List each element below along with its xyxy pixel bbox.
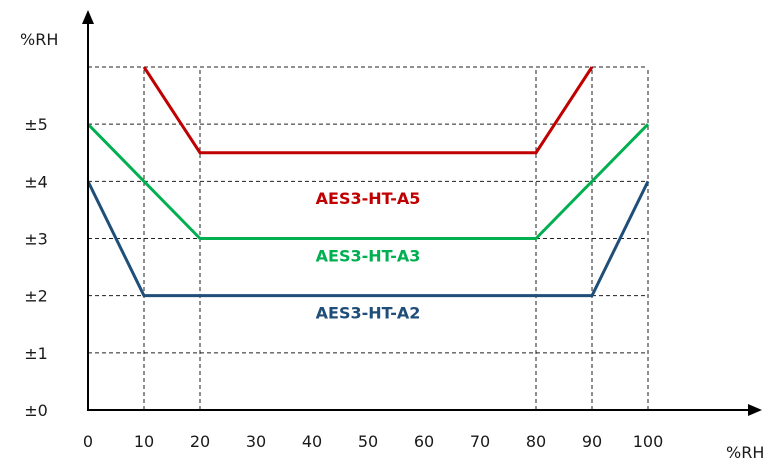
x-tick-label: 10 [134,432,154,451]
x-axis-arrow-icon [748,404,762,416]
series-labels: AES3-HT-A5 AES3-HT-A3 AES3-HT-A2 [316,189,421,322]
series-label-aes3-ht-a2: AES3-HT-A2 [316,304,421,323]
y-tick-label: ±4 [24,172,48,191]
x-tick-label: 100 [633,432,664,451]
axes [82,10,762,416]
x-axis-label: %RH [726,443,764,461]
y-tick-label: ±2 [24,287,48,306]
x-tick-label: 70 [470,432,490,451]
series-line-aes3-ht-a5 [142,66,594,155]
x-tick-label: 40 [302,432,322,451]
series-line-aes3-ht-a3 [86,123,650,240]
x-tick-label: 90 [582,432,602,451]
x-tick-label: 20 [190,432,210,451]
y-tick-label: ±1 [24,344,48,363]
series-label-aes3-ht-a5: AES3-HT-A5 [316,189,421,208]
series-lines [86,66,650,298]
tick-labels: 0 10 20 30 40 50 60 70 80 90 100 ±0 ±1 ±2 ±3 ±4 ±5 [24,115,663,451]
y-tick-label: ±5 [24,115,48,134]
y-axis-arrow-icon [82,10,94,24]
series-label-aes3-ht-a3: AES3-HT-A3 [316,246,421,265]
x-tick-label: 30 [246,432,266,451]
x-tick-label: 60 [414,432,434,451]
x-tick-label: 80 [526,432,546,451]
y-axis-label: %RH [20,30,58,49]
x-tick-label: 0 [83,432,93,451]
y-tick-label: ±0 [24,401,48,420]
x-tick-label: 50 [358,432,378,451]
y-tick-label: ±3 [24,230,48,249]
series-line-aes3-ht-a2 [86,180,650,298]
